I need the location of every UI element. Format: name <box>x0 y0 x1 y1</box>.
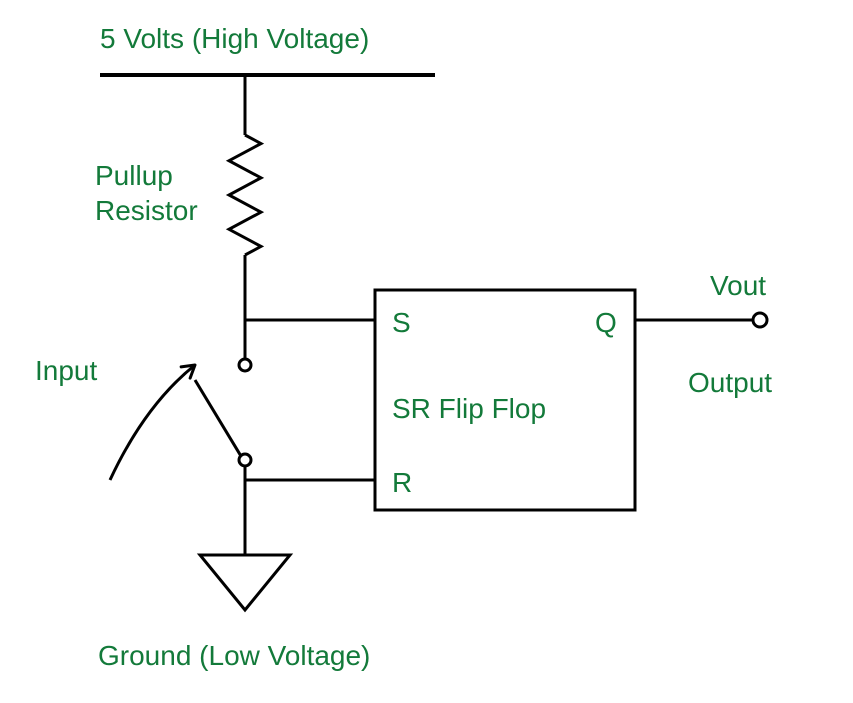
label-pullup-1: Pullup <box>95 160 173 191</box>
label-r: R <box>392 467 412 498</box>
vout-terminal <box>753 313 767 327</box>
input-arrow-arc <box>110 365 195 480</box>
circuit-diagram: 5 Volts (High Voltage) Pullup Resistor Inpu… <box>0 0 853 703</box>
ground-symbol <box>200 555 290 610</box>
label-pullup-2: Resistor <box>95 195 198 226</box>
label-ground: Ground (Low Voltage) <box>98 640 370 671</box>
label-top-rail: 5 Volts (High Voltage) <box>100 23 369 54</box>
label-vout: Vout <box>710 270 766 301</box>
switch-lever <box>195 380 241 456</box>
label-output: Output <box>688 367 772 398</box>
label-q: Q <box>595 307 617 338</box>
label-input: Input <box>35 355 97 386</box>
label-s: S <box>392 307 411 338</box>
pullup-resistor <box>229 135 261 255</box>
switch-top-terminal <box>239 359 251 371</box>
label-block: SR Flip Flop <box>392 393 546 424</box>
